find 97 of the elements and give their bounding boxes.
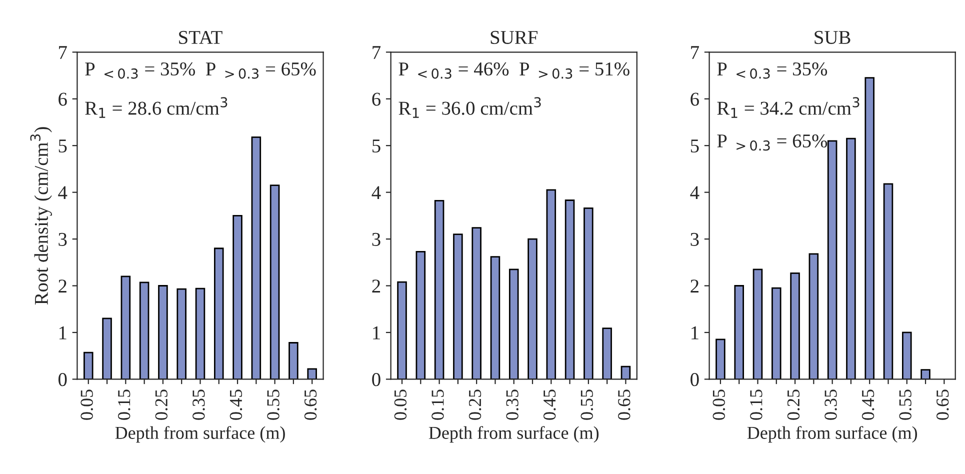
x-tick-label: 0.45: [862, 390, 874, 420]
chart-title: SUB: [814, 30, 850, 44]
bar: [120, 276, 131, 380]
y-axis-title: Root density (cm/cm$^{3}$): [30, 127, 52, 305]
x-tick-label: 0.05: [80, 390, 93, 420]
bar: [195, 288, 206, 380]
y-tick-label: 5: [58, 140, 67, 153]
bar: [102, 318, 112, 380]
x-tick-label: 0.35: [824, 390, 837, 420]
bar: [827, 140, 838, 380]
x-tick-label: 0.25: [155, 390, 168, 420]
bar: [564, 200, 575, 380]
bar: [846, 138, 856, 380]
bar: [752, 268, 763, 380]
y-tick-label: 5: [690, 140, 699, 153]
y-tick-label: 0: [690, 373, 699, 386]
bar: [508, 268, 519, 380]
y-tick-label: 3: [690, 232, 699, 246]
x-tick-label: 0.55: [267, 390, 280, 420]
y-tick-label: 7: [691, 46, 699, 59]
bar: [453, 234, 463, 380]
y-tick-label: 3: [58, 232, 67, 246]
bar: [158, 285, 168, 380]
annotation: P $_{<0.3}$ = 46% P $_{>0.3}$ = 51%: [398, 62, 630, 79]
x-tick-label: 0.65: [936, 390, 949, 420]
x-tick-label: 0.65: [304, 390, 317, 420]
annotation: P $_{<0.3}$ = 35% P $_{>0.3}$ = 65%: [85, 62, 316, 79]
bar: [902, 332, 912, 380]
annotation: R$_{1}$ = 36.0 cm/cm$^{3}$: [398, 97, 541, 118]
bar: [790, 272, 800, 380]
bar: [434, 200, 444, 380]
y-tick-label: 7: [372, 46, 381, 59]
x-tick-label: 0.15: [118, 390, 130, 420]
x-tick-label: 0.15: [432, 390, 444, 420]
x-tick-label: 0.25: [787, 390, 800, 420]
y-tick-label: 4: [372, 186, 381, 200]
bar: [864, 77, 874, 380]
x-tick-label: 0.15: [750, 390, 762, 420]
y-tick-label: 6: [372, 92, 381, 106]
y-tick-label: 6: [690, 92, 699, 106]
y-tick-label: 2: [690, 280, 698, 292]
bar: [307, 368, 317, 380]
bar: [270, 184, 280, 380]
y-tick-label: 7: [59, 46, 67, 59]
bar: [83, 352, 94, 380]
bar: [214, 248, 224, 380]
x-tick-label: 0.05: [712, 390, 726, 420]
bar: [716, 338, 726, 380]
bar: [232, 214, 242, 380]
bar: [808, 253, 819, 380]
y-tick-label: 0: [372, 373, 380, 386]
chart-title: SURF: [490, 30, 538, 44]
bar: [584, 208, 594, 380]
bar: [176, 288, 186, 380]
x-axis-title: Depth from surface (m): [115, 426, 285, 443]
x-tick-label: 0.55: [580, 390, 594, 420]
y-tick-label: 1: [373, 326, 380, 340]
x-axis-title: Depth from surface (m): [428, 426, 599, 443]
x-tick-label: 0.65: [618, 390, 630, 420]
bar: [397, 281, 407, 380]
x-tick-label: 0.35: [192, 390, 205, 420]
x-axis-title: Depth from surface (m): [747, 426, 917, 443]
annotation: P $_{<0.3}$ = 35%: [717, 62, 828, 79]
bar: [251, 136, 262, 380]
annotation: R$_{1}$ = 28.6 cm/cm$^{3}$: [85, 97, 228, 118]
bar: [490, 256, 500, 380]
bar: [472, 227, 482, 380]
x-tick-label: 0.45: [230, 390, 242, 420]
y-tick-label: 1: [692, 326, 698, 340]
chart-title: STAT: [179, 30, 222, 44]
bar: [920, 369, 930, 380]
bar: [288, 342, 298, 380]
bar: [139, 282, 150, 380]
bar: [883, 183, 894, 380]
y-tick-label: 4: [690, 186, 700, 200]
y-tick-label: 2: [58, 280, 66, 292]
bar: [546, 189, 556, 380]
x-tick-label: 0.55: [899, 390, 912, 420]
y-tick-label: 6: [58, 92, 67, 106]
y-tick-label: 1: [59, 326, 66, 340]
y-tick-label: 2: [372, 280, 380, 292]
bar: [528, 238, 538, 380]
bar: [620, 366, 631, 380]
x-tick-label: 0.25: [468, 390, 482, 420]
annotation: R$_{1}$ = 34.2 cm/cm$^{3}$: [717, 97, 860, 118]
bar: [602, 328, 612, 380]
y-tick-label: 4: [58, 186, 68, 200]
x-tick-label: 0.45: [543, 390, 556, 420]
bar: [416, 250, 426, 380]
bar: [771, 287, 782, 380]
bar: [734, 285, 744, 380]
y-tick-label: 5: [372, 140, 380, 153]
y-tick-label: 0: [58, 373, 67, 386]
x-tick-label: 0.35: [506, 390, 518, 420]
annotation: P $_{>0.3}$ = 65%: [717, 134, 828, 151]
x-tick-label: 0.05: [394, 390, 407, 420]
y-tick-label: 3: [372, 232, 380, 246]
